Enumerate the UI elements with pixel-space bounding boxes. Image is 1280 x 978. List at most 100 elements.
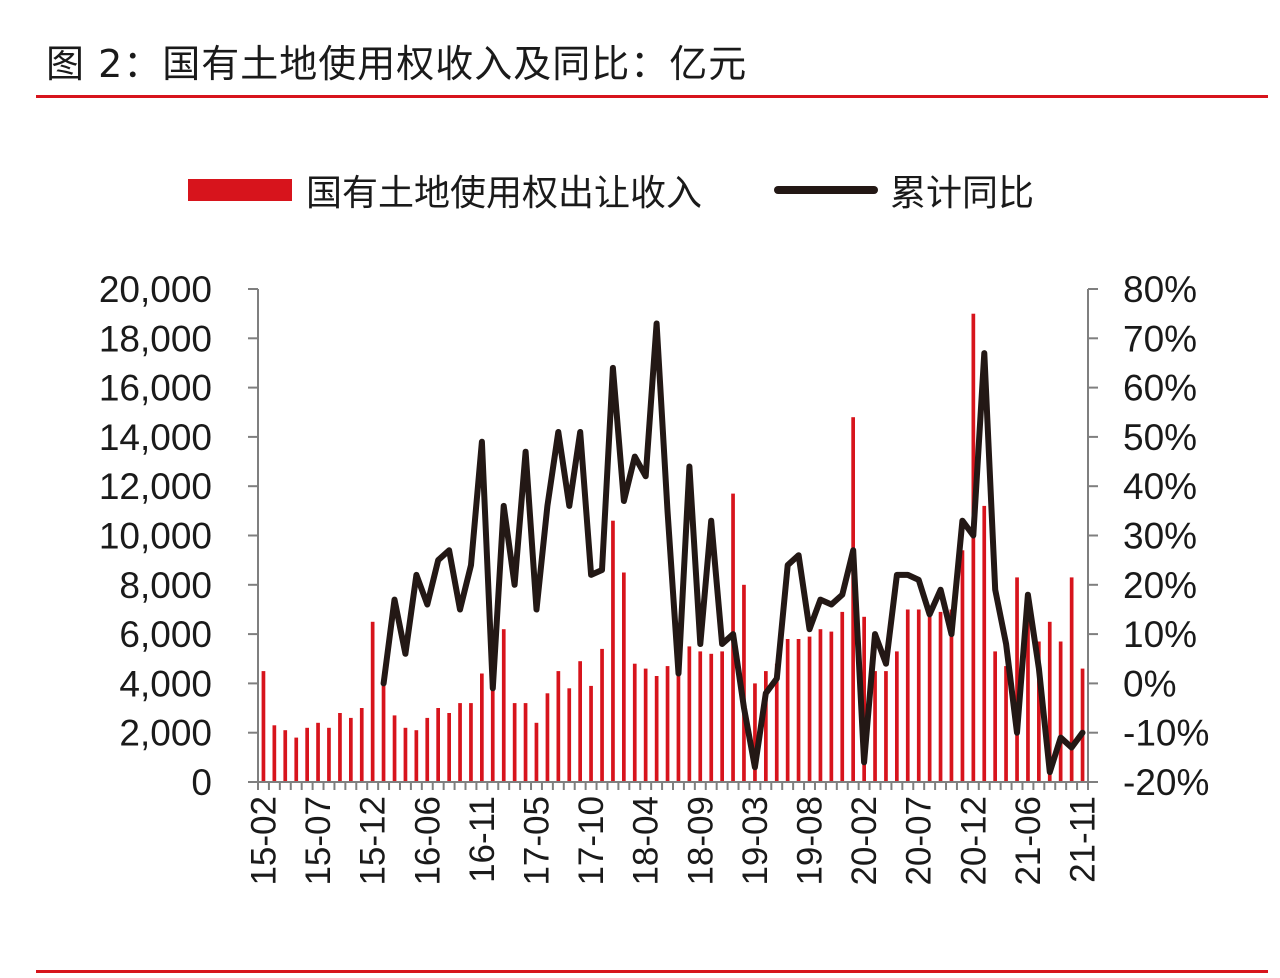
bar-16-04 <box>403 727 408 782</box>
y-left-tick-label: 6,000 <box>119 614 212 655</box>
y-right-tick-label: -20% <box>1123 762 1209 803</box>
bar-18-06 <box>665 666 670 782</box>
bar-18-11 <box>720 651 724 782</box>
bar-15-08 <box>327 727 331 782</box>
y-right-tick-label: 30% <box>1123 516 1197 557</box>
y-right-tick-label: -10% <box>1123 713 1209 754</box>
bar-18-02 <box>622 572 626 782</box>
bar-20-04 <box>884 671 888 782</box>
legend-item-bar: 国有土地使用权出让收入 <box>188 164 702 216</box>
bar-18-03 <box>632 663 637 782</box>
bar-15-09 <box>338 713 342 782</box>
legend-bar-swatch <box>188 179 292 201</box>
y-right-tick-label: 40% <box>1123 466 1197 507</box>
x-tick-label: 18-04 <box>627 796 666 886</box>
bar-17-08 <box>567 688 572 782</box>
bar-16-07 <box>436 708 440 782</box>
tick-labels: 0 2,000 4,000 6,000 8,000 10,000 12,000 14,000 1… <box>99 269 1210 886</box>
x-tick-label: 20-12 <box>954 796 993 886</box>
bar-15-05 <box>294 737 299 782</box>
x-tick-label: 15-02 <box>245 796 284 886</box>
bar-18-07 <box>676 661 681 782</box>
bar-17-04 <box>523 703 528 782</box>
bar-16-03 <box>392 715 397 782</box>
bar-20-10 <box>949 609 954 782</box>
bar-21-04 <box>1004 666 1008 782</box>
y-left-tick-label: 10,000 <box>99 516 212 557</box>
y-left-tick-label: 18,000 <box>99 318 212 359</box>
x-tick-label: 16-06 <box>408 796 447 886</box>
bar-19-08 <box>807 636 812 782</box>
bar-19-10 <box>829 631 834 782</box>
bar-series <box>261 313 1085 782</box>
bar-21-07 <box>1037 641 1041 782</box>
bar-16-08 <box>447 713 451 782</box>
y-left-tick-label: 12,000 <box>99 466 212 507</box>
bar-19-03 <box>753 683 757 782</box>
y-right-tick-label: 20% <box>1123 565 1197 606</box>
x-tick-label: 20-02 <box>845 796 884 886</box>
bar-17-10 <box>589 685 593 782</box>
x-tick-label: 19-03 <box>736 796 775 886</box>
y-right-tick-label: 10% <box>1123 614 1197 655</box>
y-left-tick-label: 0 <box>191 762 212 803</box>
bar-18-05 <box>654 676 659 782</box>
x-tick-label: 17-05 <box>518 796 557 886</box>
bar-16-05 <box>414 730 419 782</box>
bar-20-12 <box>971 313 976 782</box>
y-right-tick-label: 60% <box>1123 368 1197 409</box>
x-tick-label: 21-06 <box>1009 796 1048 886</box>
y-left-tick-label: 8,000 <box>119 565 212 606</box>
bar-15-12 <box>370 621 375 782</box>
y-right-tick-label: 70% <box>1123 318 1197 359</box>
bar-20-07 <box>916 609 921 782</box>
bar-15-04 <box>283 730 288 782</box>
x-tick-label: 18-09 <box>681 796 720 886</box>
x-tick-label: 15-12 <box>354 796 393 886</box>
chart-legend: 国有土地使用权出让收入 累计同比 <box>188 160 1034 220</box>
legend-line-swatch <box>774 186 879 194</box>
bar-20-06 <box>905 609 910 782</box>
bar-21-05 <box>1015 577 1019 782</box>
bar-20-09 <box>938 611 943 782</box>
y-left-tick-label: 4,000 <box>119 663 212 704</box>
bar-15-10 <box>349 717 353 782</box>
bar-21-10 <box>1069 577 1074 782</box>
bar-16-02 <box>381 683 386 782</box>
bar-15-06 <box>305 727 309 782</box>
bar-20-05 <box>895 651 899 782</box>
bar-18-08 <box>687 646 692 782</box>
bar-21-02 <box>982 505 987 782</box>
x-tick-label: 15-07 <box>299 796 338 886</box>
y-right-tick-label: 50% <box>1123 417 1197 458</box>
bar-19-02 <box>742 584 746 782</box>
y-left-tick-label: 16,000 <box>99 368 212 409</box>
legend-bar-label: 国有土地使用权出让收入 <box>306 173 703 214</box>
bar-20-08 <box>927 616 932 782</box>
bar-19-05 <box>774 663 779 782</box>
bar-19-04 <box>764 671 768 782</box>
bar-20-03 <box>873 671 877 782</box>
bar-17-03 <box>512 703 517 782</box>
x-tick-label: 19-08 <box>791 796 830 886</box>
bar-15-02 <box>261 671 266 782</box>
bar-15-11 <box>359 708 364 782</box>
y-left-tick-label: 2,000 <box>119 713 212 754</box>
bar-21-11 <box>1080 668 1085 782</box>
x-tick-label: 20-07 <box>900 796 939 886</box>
bar-17-07 <box>556 671 561 782</box>
bar-18-09 <box>698 651 703 782</box>
bar-20-11 <box>960 550 965 782</box>
bar-18-10 <box>709 653 714 782</box>
bar-17-09 <box>578 661 582 782</box>
bar-17-11 <box>600 648 604 782</box>
y-left-tick-label: 14,000 <box>99 417 212 458</box>
legend-item-line: 累计同比 <box>774 164 1034 216</box>
bar-19-06 <box>785 639 790 782</box>
bar-16-11 <box>480 673 484 782</box>
bar-15-03 <box>272 725 277 782</box>
x-tick-label: 16-11 <box>463 796 502 883</box>
bar-17-02 <box>501 629 506 782</box>
bar-16-12 <box>490 688 495 782</box>
